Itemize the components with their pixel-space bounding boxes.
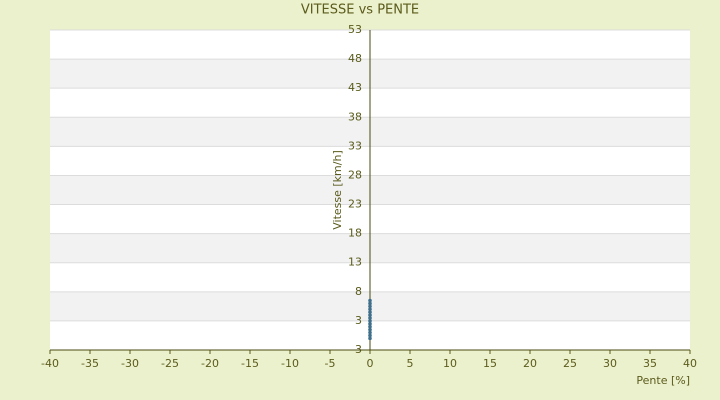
x-tick-label: -30 (121, 357, 139, 370)
x-axis-label: Pente [%] (636, 374, 690, 387)
point (368, 327, 372, 332)
y-tick-label: 23 (348, 198, 362, 211)
x-tick-label: -35 (81, 357, 99, 370)
x-tick-label: -25 (161, 357, 179, 370)
y-tick-label: 8 (355, 285, 362, 298)
point (368, 324, 372, 329)
x-tick-label: 25 (563, 357, 577, 370)
x-tick-label: -10 (281, 357, 299, 370)
point (368, 336, 372, 341)
point (368, 301, 372, 306)
x-tick-label: 15 (483, 357, 497, 370)
x-tick-label: 20 (523, 357, 537, 370)
x-tick-label: -15 (241, 357, 259, 370)
y-tick-label: 53 (348, 23, 362, 36)
x-tick-label: 10 (443, 357, 457, 370)
point (368, 307, 372, 312)
x-tick-label: 0 (367, 357, 374, 370)
y-tick-label: 43 (348, 81, 362, 94)
point (368, 316, 372, 320)
point (368, 330, 372, 335)
chart-title: VITESSE vs PENTE (301, 3, 419, 18)
point (368, 304, 372, 309)
x-tick-label: -20 (201, 357, 219, 370)
y-axis-label: Vitesse [km/h] (331, 150, 344, 230)
x-tick-label: 35 (643, 357, 657, 370)
x-tick-label: 5 (407, 357, 414, 370)
y-tick-label: 38 (348, 110, 362, 123)
y-tick-label: 18 (348, 227, 362, 240)
x-tick-label: -40 (41, 357, 59, 370)
point (368, 310, 372, 314)
y-tick-label: 28 (348, 168, 362, 181)
point (368, 322, 372, 326)
y-tick-label: 48 (348, 52, 362, 65)
y-tick-label: 33 (348, 139, 362, 152)
x-tick-label: -5 (325, 357, 336, 370)
x-tick-label: 30 (603, 357, 617, 370)
point (368, 313, 372, 317)
y-tick-label: 3 (355, 314, 362, 327)
y-tick-label: 13 (348, 256, 362, 269)
point (368, 319, 372, 323)
point (368, 298, 372, 303)
x-tick-label: 40 (683, 357, 697, 370)
point (368, 333, 372, 338)
